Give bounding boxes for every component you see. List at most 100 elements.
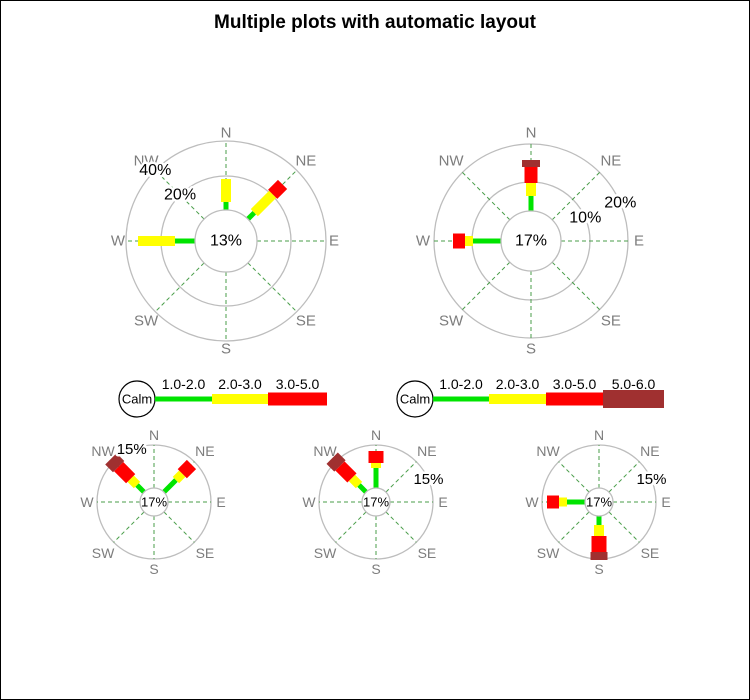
grid-ring bbox=[125, 140, 327, 342]
direction-label-S: S bbox=[594, 561, 603, 577]
direction-label-SW: SW bbox=[537, 545, 560, 561]
calm-percentage-label: 13% bbox=[210, 233, 242, 250]
radial-gridline-SE bbox=[551, 261, 600, 310]
radial-gridline-SE bbox=[385, 511, 417, 543]
direction-label-SE: SE bbox=[196, 545, 215, 561]
direction-label-SW: SW bbox=[134, 312, 159, 329]
radial-gridline-SE bbox=[163, 511, 195, 543]
legend-right: Calm 1.0-2.0 2.0-3.0 3.0-5.0 5.0-6.0 bbox=[396, 376, 664, 418]
legend-bin-red bbox=[268, 392, 327, 406]
radial-gridline-NE bbox=[247, 169, 298, 220]
ring-percentage-label: 15% bbox=[636, 471, 666, 488]
direction-label-SW: SW bbox=[92, 545, 115, 561]
legend-bin-label: 3.0-5.0 bbox=[276, 376, 320, 392]
direction-label-SE: SE bbox=[601, 312, 621, 329]
radial-gridline-SW bbox=[154, 262, 205, 313]
calm-percentage-label: 17% bbox=[363, 495, 389, 510]
windrose-bottom-right: 17% N NE E SE S SW W NW 15% bbox=[525, 427, 670, 577]
direction-label-SW: SW bbox=[314, 545, 337, 561]
legend-bin-yellow bbox=[489, 394, 546, 404]
radial-gridline-SE bbox=[608, 511, 640, 543]
windrose-bottom-left: 17% N NE E SE S SW W NW 15% bbox=[80, 427, 225, 577]
calm-percentage-label: 17% bbox=[515, 233, 547, 250]
direction-label-E: E bbox=[661, 494, 670, 510]
radial-gridline-SW bbox=[462, 261, 511, 310]
legend-bin-label: 1.0-2.0 bbox=[162, 376, 206, 392]
radial-gridline-NE bbox=[385, 461, 417, 493]
bar-NW-yellow bbox=[348, 474, 363, 489]
radial-gridline-SE bbox=[247, 262, 298, 313]
direction-label-E: E bbox=[438, 494, 447, 510]
direction-label-N: N bbox=[371, 427, 381, 443]
bar-NE-green bbox=[246, 210, 257, 221]
direction-label-NW: NW bbox=[536, 443, 560, 459]
direction-label-W: W bbox=[111, 233, 126, 250]
bar-NE-green bbox=[162, 478, 178, 494]
direction-label-E: E bbox=[634, 233, 644, 250]
legend-bin-yellow bbox=[212, 394, 268, 404]
direction-label-N: N bbox=[594, 427, 604, 443]
ring-percentage-label: 20% bbox=[604, 195, 636, 212]
bar-NW-brown bbox=[105, 453, 125, 473]
bar-NW-green bbox=[357, 483, 368, 494]
calm-circle bbox=[139, 487, 169, 517]
direction-label-W: W bbox=[525, 494, 539, 510]
ring-percentage-label: 15% bbox=[117, 441, 147, 458]
radial-gridline-NE bbox=[608, 461, 640, 493]
bar-NW-red bbox=[114, 462, 136, 484]
radial-gridline-SW bbox=[113, 511, 145, 543]
legend-calm-label: Calm bbox=[122, 392, 152, 407]
legend-bin-red bbox=[546, 392, 603, 406]
calm-circle bbox=[500, 210, 562, 272]
direction-label-W: W bbox=[416, 233, 431, 250]
legend-bin-label: 2.0-3.0 bbox=[496, 376, 540, 392]
direction-label-NW: NW bbox=[439, 153, 465, 170]
bar-NE-red bbox=[177, 459, 197, 479]
radial-gridline-NW bbox=[462, 172, 511, 221]
ring-percentage-label: 15% bbox=[413, 471, 443, 488]
bar-NE-yellow bbox=[172, 470, 186, 484]
ring-percentage-label: 10% bbox=[569, 209, 601, 226]
ring-percentage-label: 40% bbox=[139, 162, 171, 179]
bar-NW-yellow bbox=[127, 475, 141, 489]
chart-title: Multiple plots with automatic layout bbox=[214, 12, 536, 33]
legend-calm-label: Calm bbox=[400, 392, 430, 407]
direction-label-W: W bbox=[80, 494, 94, 510]
legend-bin-green bbox=[433, 396, 489, 402]
legend-bin-green bbox=[155, 396, 212, 402]
bar-NW-brown bbox=[326, 452, 346, 472]
direction-label-S: S bbox=[221, 341, 231, 358]
calm-circle bbox=[584, 487, 614, 517]
bar-NE-yellow bbox=[250, 190, 277, 217]
direction-label-E: E bbox=[216, 494, 225, 510]
direction-label-NW: NW bbox=[91, 443, 115, 459]
legend-bin-brown bbox=[603, 390, 664, 408]
legend-bin-label: 5.0-6.0 bbox=[612, 376, 656, 392]
bar-NW-green bbox=[135, 483, 146, 494]
bar-NW-red bbox=[335, 461, 357, 483]
direction-label-SW: SW bbox=[439, 312, 464, 329]
direction-label-N: N bbox=[526, 125, 537, 142]
direction-label-N: N bbox=[221, 125, 232, 142]
direction-label-S: S bbox=[149, 561, 158, 577]
direction-label-SE: SE bbox=[641, 545, 660, 561]
direction-label-SE: SE bbox=[296, 312, 316, 329]
legend-bin-label: 2.0-3.0 bbox=[218, 376, 262, 392]
bar-NE-red bbox=[268, 179, 288, 199]
direction-label-E: E bbox=[329, 233, 339, 250]
direction-label-NW: NW bbox=[134, 153, 160, 170]
direction-label-NE: NE bbox=[600, 153, 621, 170]
calm-circle bbox=[194, 209, 258, 273]
windrose-top-right: 17% N NE E SE S SW W NW 10%20% bbox=[416, 125, 644, 358]
direction-label-SE: SE bbox=[418, 545, 437, 561]
direction-label-W: W bbox=[302, 494, 316, 510]
direction-label-S: S bbox=[371, 561, 380, 577]
radial-gridline-NW bbox=[154, 169, 205, 220]
direction-label-NE: NE bbox=[195, 443, 214, 459]
direction-label-N: N bbox=[149, 427, 159, 443]
direction-label-NE: NE bbox=[640, 443, 659, 459]
radial-gridline-SW bbox=[335, 511, 367, 543]
calm-percentage-label: 17% bbox=[586, 495, 612, 510]
